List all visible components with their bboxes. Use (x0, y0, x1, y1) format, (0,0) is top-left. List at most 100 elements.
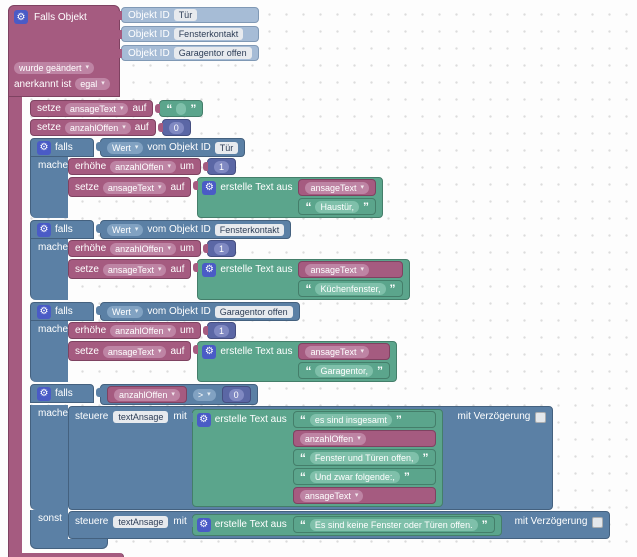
trigger-block-falls-objekt[interactable]: Falls Objekt wurde geändert anerkannt is… (8, 5, 611, 557)
set-variable-block[interactable]: setze ansageText auf (68, 341, 192, 361)
number-field[interactable]: 0 (168, 121, 184, 134)
mutator-gear-icon[interactable] (14, 10, 28, 24)
string-block[interactable]: “ Und zwar folgende:, ” (292, 468, 436, 485)
variable-get-block[interactable]: anzahlOffen (107, 386, 187, 403)
create-text-block[interactable]: erstelle Text aus “ Es sind keine Fenste… (187, 514, 502, 536)
set-variable-block[interactable]: setze anzahlOffen auf (30, 119, 156, 136)
string-field[interactable]: Küchenfenster, (315, 282, 386, 295)
create-text-block[interactable]: erstelle Text aus ansageText “ Kü (193, 259, 410, 300)
object-id-field[interactable]: Fensterkontakt (214, 223, 285, 236)
string-field[interactable] (176, 102, 187, 115)
value-of-object-block[interactable]: Wert vom Objekt ID Garagentor offen (96, 302, 300, 321)
number-field[interactable]: 1 (213, 324, 229, 337)
object-id-field[interactable]: Tür (214, 141, 239, 154)
if-else-block-announce[interactable]: falls anzahlOffen > 0 (30, 384, 611, 549)
ack-dropdown[interactable]: egal (75, 78, 110, 90)
trigger-header[interactable]: Falls Objekt wurde geändert anerkannt is… (8, 5, 120, 97)
number-block[interactable]: 0 (221, 386, 251, 403)
string-field[interactable]: Es sind keine Fenster oder Türen offen. (309, 518, 478, 531)
target-object-field[interactable]: textAnsage (113, 411, 169, 423)
variable-get-block[interactable]: anzahlOffen (292, 430, 436, 447)
object-id-block-garagentor[interactable]: Objekt ID Garagentor offen (117, 45, 259, 61)
variable-dropdown[interactable]: anzahlOffen (110, 160, 177, 173)
variable-dropdown[interactable]: anzahlOffen (110, 242, 177, 255)
if-header[interactable]: falls (30, 138, 94, 157)
string-field[interactable]: Und zwar folgende:, (309, 470, 400, 483)
variable-dropdown[interactable]: anzahlOffen (64, 121, 131, 134)
number-block[interactable]: 1 (202, 322, 236, 339)
number-block[interactable]: 0 (157, 119, 191, 136)
if-header[interactable]: falls (30, 302, 94, 321)
variable-dropdown[interactable]: ansageText (102, 182, 167, 194)
increment-block[interactable]: erhöhe anzahlOffen um (68, 322, 201, 339)
control-item-block[interactable]: steuere textAnsage mit erstelle Text aus (68, 406, 554, 510)
variable-get-block[interactable]: ansageText (298, 261, 403, 278)
string-block[interactable]: “ es sind insgesamt ” (292, 411, 436, 428)
create-text-block[interactable]: erstelle Text aus ansageText “ Ga (193, 341, 397, 382)
wert-dropdown[interactable]: Wert (107, 141, 144, 154)
mutator-gear-icon[interactable] (202, 180, 217, 195)
variable-get-block[interactable]: ansageText (298, 179, 377, 196)
variable-dropdown[interactable]: anzahlOffen (110, 324, 177, 337)
mutator-gear-icon[interactable] (202, 262, 217, 277)
variable-dropdown[interactable]: ansageText (102, 346, 167, 358)
number-block[interactable]: 1 (202, 240, 236, 257)
string-block[interactable]: “ Es sind keine Fenster oder Türen offen… (292, 516, 495, 533)
mutator-gear-icon[interactable] (37, 140, 51, 155)
create-text-block[interactable]: erstelle Text aus “ es sind insgesamt ” (187, 409, 443, 507)
variable-dropdown[interactable]: ansageText (64, 102, 129, 115)
string-field[interactable]: Haustür, (315, 200, 359, 213)
if-block-fensterkontakt[interactable]: falls Wert vom Objekt ID Fensterkontakt … (30, 220, 610, 300)
set-variable-block[interactable]: setze ansageText auf (30, 100, 154, 117)
mutator-gear-icon[interactable] (196, 517, 211, 532)
if-header[interactable]: falls (30, 220, 94, 239)
set-variable-block[interactable]: setze ansageText auf (68, 259, 192, 279)
if-header[interactable]: falls (30, 384, 94, 403)
increment-block[interactable]: erhöhe anzahlOffen um (68, 240, 201, 257)
variable-dropdown[interactable]: ansageText (305, 181, 370, 194)
object-id-block-tuer[interactable]: Objekt ID Tür (117, 7, 259, 23)
operator-dropdown[interactable]: > (192, 388, 216, 401)
mutator-gear-icon[interactable] (196, 412, 211, 427)
object-id-field[interactable]: Tür (173, 9, 198, 21)
empty-string-block[interactable]: “ ” (155, 100, 204, 117)
object-id-field[interactable]: Garagentor offen (214, 305, 293, 318)
variable-dropdown[interactable]: anzahlOffen (299, 432, 366, 445)
variable-get-block[interactable]: ansageText (298, 343, 390, 360)
value-of-object-block[interactable]: Wert vom Objekt ID Tür (95, 138, 246, 157)
mutator-gear-icon[interactable] (202, 344, 217, 359)
create-text-block[interactable]: erstelle Text aus ansageText “ Ha (193, 177, 384, 218)
set-variable-block[interactable]: setze ansageText auf (68, 177, 192, 197)
string-field[interactable]: Garagentor, (315, 364, 373, 377)
variable-get-block[interactable]: ansageText (292, 487, 436, 504)
object-id-field[interactable]: Garagentor offen (173, 47, 252, 59)
if-block-garagentor[interactable]: falls Wert vom Objekt ID Garagentor offe… (30, 302, 610, 382)
string-block[interactable]: “ Haustür, ” (298, 198, 377, 215)
wert-dropdown[interactable]: Wert (107, 305, 144, 318)
string-block[interactable]: “ Fenster und Türen offen, ” (292, 449, 436, 466)
target-object-field[interactable]: textAnsage (113, 516, 169, 528)
increment-block[interactable]: erhöhe anzahlOffen um (68, 158, 201, 175)
number-field[interactable]: 1 (213, 242, 229, 255)
delay-checkbox[interactable] (535, 412, 547, 423)
number-field[interactable]: 1 (213, 160, 229, 173)
number-block[interactable]: 1 (202, 158, 236, 175)
variable-dropdown[interactable]: ansageText (305, 345, 370, 358)
wert-dropdown[interactable]: Wert (107, 223, 144, 236)
compare-block[interactable]: anzahlOffen > 0 (96, 384, 258, 405)
delay-checkbox[interactable] (592, 517, 604, 528)
control-item-block[interactable]: steuere textAnsage mit erstelle Text aus (68, 511, 611, 539)
string-field[interactable]: Fenster und Türen offen, (309, 451, 419, 464)
string-field[interactable]: es sind insgesamt (309, 413, 392, 426)
variable-dropdown[interactable]: ansageText (299, 489, 364, 502)
object-id-field[interactable]: Fensterkontakt (173, 28, 244, 40)
string-block[interactable]: “ Garagentor, ” (298, 362, 390, 379)
variable-dropdown[interactable]: ansageText (102, 264, 167, 276)
mutator-gear-icon[interactable] (37, 222, 51, 237)
value-of-object-block[interactable]: Wert vom Objekt ID Fensterkontakt (95, 220, 292, 239)
object-id-block-fensterkontakt[interactable]: Objekt ID Fensterkontakt (117, 26, 259, 42)
trigger-change-dropdown[interactable]: wurde geändert (14, 62, 95, 74)
variable-dropdown[interactable]: ansageText (305, 263, 370, 276)
if-block-tuer[interactable]: falls Wert vom Objekt ID Tür mache (30, 138, 610, 218)
